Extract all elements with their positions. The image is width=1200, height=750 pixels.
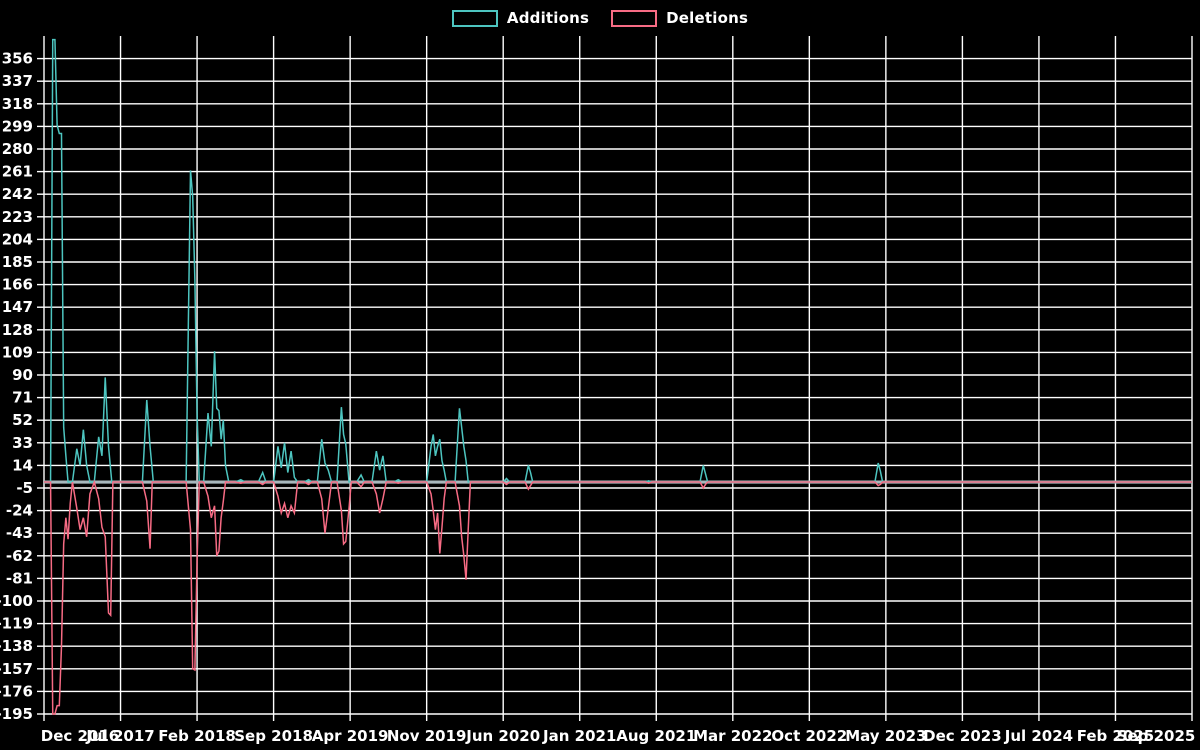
y-tick-label: -5 (16, 479, 33, 497)
series-line-deletions (44, 479, 1192, 715)
y-tick-label: 337 (2, 72, 33, 90)
y-tick-label: -81 (6, 569, 33, 587)
x-tick-label: Aug 2021 (616, 727, 696, 745)
x-tick-label: May 2023 (845, 727, 926, 745)
y-tick-label: -195 (0, 705, 33, 723)
x-tick-label: Oct 2022 (771, 727, 847, 745)
line-swatch-icon-deletions (611, 9, 658, 27)
y-tick-label: 261 (2, 163, 33, 181)
x-tick-label: Jul 2017 (85, 727, 154, 745)
y-tick-label: 33 (12, 434, 33, 452)
y-axis-ticks: 356 337 318 299 280 261 242 223 204 185 166 147 128 1… (0, 50, 44, 723)
x-tick-label: Feb 2018 (158, 727, 236, 745)
x-tick-label: Mar 2022 (693, 727, 772, 745)
y-tick-label: 204 (2, 230, 33, 248)
y-tick-label: 90 (12, 366, 33, 384)
legend-entry-deletions[interactable]: Deletions (611, 9, 748, 27)
y-tick-label: 299 (2, 117, 33, 135)
y-tick-label: -62 (6, 547, 33, 565)
x-tick-label: Jan 2021 (542, 727, 616, 745)
legend-label-deletions: Deletions (666, 9, 749, 27)
legend-entry-additions[interactable]: Additions (451, 9, 590, 27)
x-tick-label: Sep 2018 (234, 727, 313, 745)
y-tick-label: 318 (2, 95, 33, 113)
x-tick-label: Apr 2019 (312, 727, 389, 745)
legend-label-additions: Additions (506, 9, 590, 27)
y-tick-label: 166 (2, 276, 33, 294)
y-tick-label: 109 (2, 343, 33, 361)
y-tick-label: 185 (2, 253, 33, 271)
x-tick-label: Sep 2025 (1117, 727, 1196, 745)
y-tick-label: 14 (12, 456, 33, 474)
gridlines-group (43, 36, 1193, 715)
y-tick-label: 71 (12, 389, 33, 407)
y-tick-label: 128 (2, 321, 33, 339)
y-tick-label: -24 (6, 502, 33, 520)
x-tick-label: Jun 2020 (465, 727, 540, 745)
y-tick-label: 280 (2, 140, 33, 158)
chart-legend: Additions Deletions (0, 0, 1200, 36)
x-tick-label: Dec 2016 (41, 727, 120, 745)
data-series-group (44, 38, 1192, 715)
y-tick-label: -43 (6, 524, 33, 542)
y-tick-label: -138 (0, 637, 33, 655)
y-tick-label: 356 (2, 50, 33, 68)
y-tick-label: 242 (2, 185, 33, 203)
y-tick-label: -176 (0, 682, 33, 700)
y-tick-label: 52 (12, 411, 33, 429)
line-swatch-icon-additions (451, 9, 498, 27)
y-tick-label: 223 (2, 208, 33, 226)
x-tick-label: Jul 2024 (1004, 727, 1073, 745)
x-tick-label: Dec 2023 (923, 727, 1002, 745)
series-line-additions (44, 38, 1192, 483)
y-tick-label: -157 (0, 660, 33, 678)
y-tick-label: 147 (2, 298, 33, 316)
y-tick-label: -119 (0, 615, 33, 633)
x-tick-label: Nov 2019 (387, 727, 467, 745)
y-tick-label: -100 (0, 592, 33, 610)
x-tick-label: Feb 2025 (1077, 727, 1155, 745)
